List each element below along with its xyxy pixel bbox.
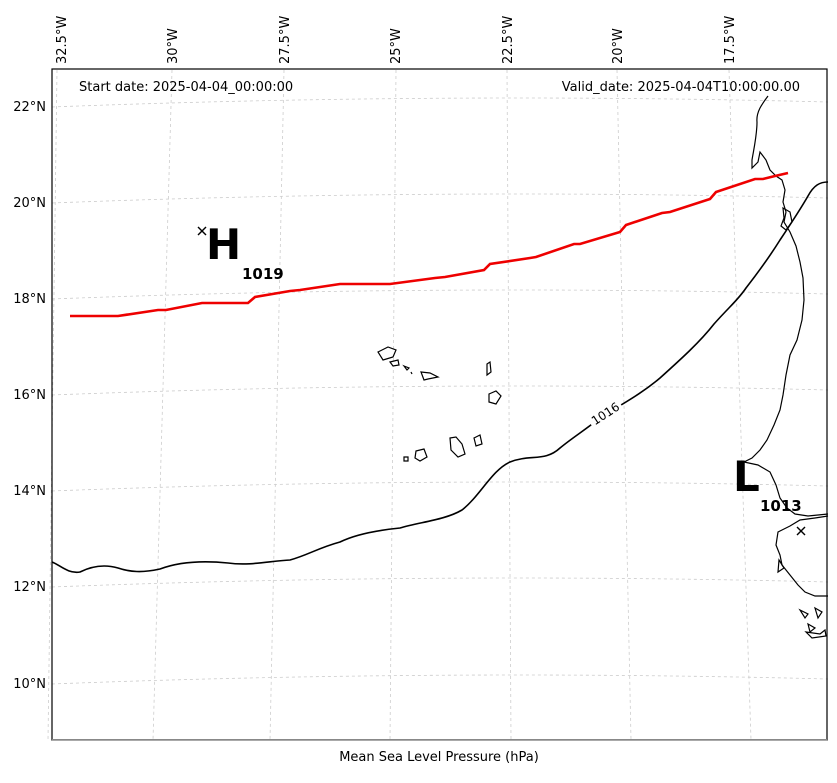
graticule — [47, 69, 829, 741]
lon-tick-label: 32.5°W — [55, 16, 70, 64]
x-marker-icon — [796, 526, 806, 536]
lon-tick-label: 17.5°W — [723, 16, 738, 64]
high-center-value: 1019 — [242, 265, 284, 283]
lat-tick-label: 22°N — [13, 100, 46, 115]
low-center-value: 1013 — [760, 497, 802, 515]
lat-tick-label: 10°N — [13, 677, 46, 692]
cape-verde-islands — [377, 346, 502, 462]
lat-tick-label: 16°N — [13, 388, 46, 403]
track-line — [70, 171, 789, 318]
lat-tick-label: 18°N — [13, 292, 46, 307]
lon-tick-label: 20°W — [611, 28, 626, 64]
lon-tick-labels: 32.5°W 30°W 27.5°W 25°W 22.5°W 20°W 17.5… — [55, 16, 738, 64]
lat-tick-label: 20°N — [13, 196, 46, 211]
lon-tick-label: 22.5°W — [501, 16, 516, 64]
high-center-letter: H — [206, 220, 241, 269]
low-pressure-center: L 1013 — [733, 452, 806, 536]
map-caption: Mean Sea Level Pressure (hPa) — [339, 750, 539, 765]
coastline — [742, 95, 829, 639]
lon-tick-label: 25°W — [389, 28, 404, 64]
lat-tick-label: 14°N — [13, 484, 46, 499]
x-marker-icon — [197, 226, 207, 236]
plot-frame — [51, 68, 828, 741]
lon-tick-label: 30°W — [166, 28, 181, 64]
lat-tick-labels: 22°N 20°N 18°N 16°N 14°N 12°N 10°N — [13, 100, 46, 692]
lat-tick-label: 12°N — [13, 580, 46, 595]
isobar-1016-line — [51, 181, 829, 574]
low-center-letter: L — [733, 452, 760, 501]
valid-date-label: Valid_date: 2025-04-04T10:00:00.00 — [562, 80, 800, 95]
lon-tick-label: 27.5°W — [278, 16, 293, 64]
start-date-label: Start date: 2025-04-04_00:00:00 — [79, 80, 293, 95]
high-pressure-center: H 1019 — [197, 220, 284, 283]
